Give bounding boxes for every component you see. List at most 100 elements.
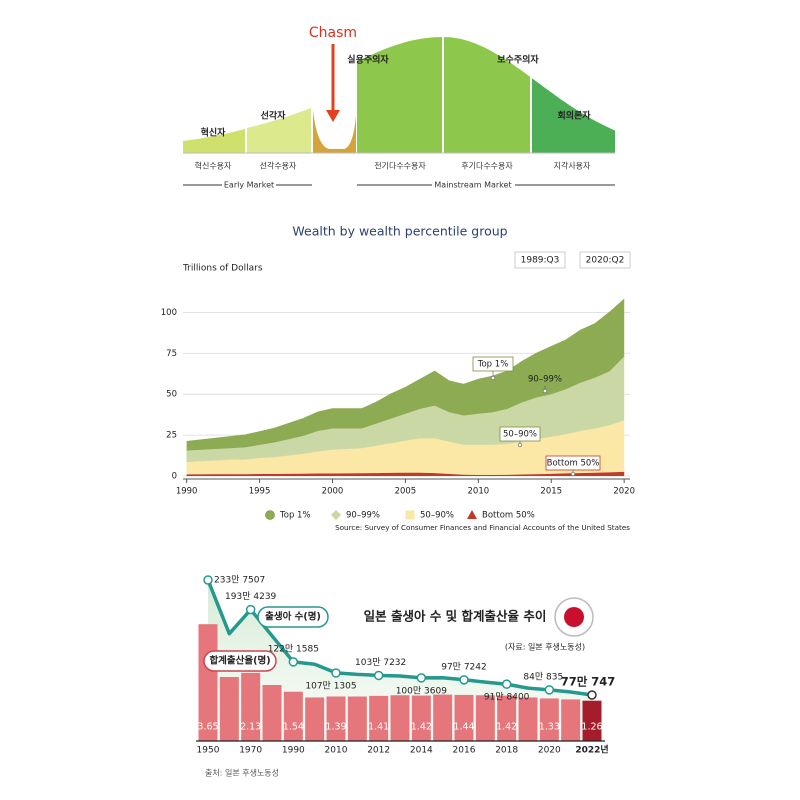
bar [283, 691, 303, 741]
line-marker [288, 657, 299, 667]
x-tick-label: 1990 [282, 746, 305, 756]
bar [411, 695, 431, 741]
line-value-label: 77만 747 [561, 675, 616, 689]
bar-value-label: 1.44 [453, 722, 474, 733]
y-tick-label: 50 [166, 390, 177, 400]
bar [433, 694, 453, 741]
bar-value-label: 1.33 [539, 722, 560, 733]
line-marker [245, 604, 256, 615]
x-tick-label: 2005 [395, 487, 417, 497]
market-label: Mainstream Market [434, 181, 511, 190]
x-tick-label: 2022년 [575, 744, 608, 756]
annotation-box [472, 356, 514, 372]
line-value-label: 193만 4239 [225, 591, 276, 602]
line-marker [373, 670, 384, 681]
adopter-label: 선각수용자 [260, 161, 297, 171]
pragmatists-area [357, 37, 442, 153]
legend-label: 출생아 수(명) [265, 611, 321, 623]
date-button[interactable] [514, 251, 566, 269]
annotation-dot [517, 442, 523, 448]
date-button-label[interactable]: 1989:Q3 [521, 256, 560, 266]
annotation-box [499, 426, 541, 442]
group-label: 혁신자 [201, 127, 227, 139]
chasm-area [313, 110, 356, 153]
market-label: Early Market [224, 181, 274, 190]
adopter-label: 혁신수용자 [195, 162, 232, 171]
flag-sun [564, 607, 584, 627]
group-label: 선각자 [261, 110, 287, 122]
adopter-label: 후기다수수용자 [461, 162, 513, 171]
line-marker [416, 673, 427, 683]
x-tick-label: 2015 [540, 487, 562, 497]
y-tick-label: 25 [166, 431, 177, 441]
legend-label: Bottom 50% [482, 511, 535, 521]
chart-title: Wealth by wealth percentile group [292, 224, 507, 239]
legend-marker [405, 510, 415, 520]
line-value-label: 233만 7507 [214, 575, 265, 586]
bar-value-label: 2.13 [240, 722, 261, 733]
line-marker [459, 675, 469, 685]
early-adopters-area [247, 108, 311, 153]
legend-label: 50–90% [420, 511, 454, 521]
x-tick-label: 2010 [468, 487, 490, 497]
legend-badge [257, 606, 329, 628]
bar-value-label: 1.39 [325, 722, 346, 733]
line-marker [501, 679, 512, 689]
bar [241, 672, 261, 741]
bar-value-label: 1.42 [496, 722, 517, 733]
x-tick-label: 2000 [322, 487, 344, 497]
bar [369, 695, 389, 741]
bar-value-label: 3.65 [197, 722, 218, 733]
date-button[interactable] [579, 251, 631, 269]
line-value-label: 103만 7232 [355, 657, 406, 668]
legend-label: Top 1% [279, 511, 311, 521]
legend-marker [265, 510, 275, 520]
chasm-arrow-head [326, 110, 340, 122]
bar [582, 700, 602, 741]
line-marker [544, 685, 555, 695]
skeptics-area [532, 78, 615, 153]
line-area [208, 580, 592, 741]
bar [347, 696, 367, 741]
line-value-label: 122만 1585 [268, 643, 319, 654]
line-value-label: 107만 1305 [305, 680, 356, 691]
adopter-label: 전기다수수용자 [374, 161, 426, 171]
annotation-dot [490, 375, 496, 381]
x-tick-label: 2016 [453, 746, 476, 756]
bar [326, 696, 346, 741]
annotation-dot [570, 471, 576, 477]
bar [219, 677, 239, 741]
line-value-label: 97만 7242 [441, 661, 487, 672]
innovators-area [183, 129, 245, 153]
bar [518, 697, 538, 741]
x-tick-label: 2020 [613, 487, 635, 497]
y-axis-label: Trillions of Dollars [182, 264, 263, 274]
bar-value-label: 1.41 [368, 722, 389, 733]
y-tick-label: 75 [166, 349, 177, 359]
legend-badge [203, 650, 277, 672]
annotation-label: 50–90% [503, 430, 537, 440]
x-tick-label: 2012 [367, 746, 390, 756]
bar [390, 695, 410, 741]
conservatives-area [444, 37, 530, 153]
line [206, 579, 593, 697]
bar-value-label: 1.26 [581, 722, 602, 733]
area-fill [186, 420, 625, 475]
area-fill [186, 299, 625, 451]
group-label: 회의론자 [557, 110, 591, 122]
annotation-label: Top 1% [477, 360, 509, 370]
group-label: 보수주의자 [497, 54, 539, 66]
line-value-label: 91만 8400 [484, 692, 530, 703]
bar [305, 697, 325, 741]
bar [475, 695, 495, 741]
y-tick-label: 0 [172, 472, 177, 482]
bar-value-label: 1.42 [411, 722, 432, 733]
chart-subtitle: (자료: 일본 후생노동성) [505, 642, 585, 652]
bar [454, 694, 474, 741]
bar-value-label: 1.54 [283, 722, 304, 733]
date-button-label[interactable]: 2020:Q2 [586, 256, 625, 266]
x-tick-label: 2020 [538, 746, 561, 756]
x-tick-label: 2018 [495, 746, 518, 756]
x-tick-label: 1995 [249, 487, 271, 497]
